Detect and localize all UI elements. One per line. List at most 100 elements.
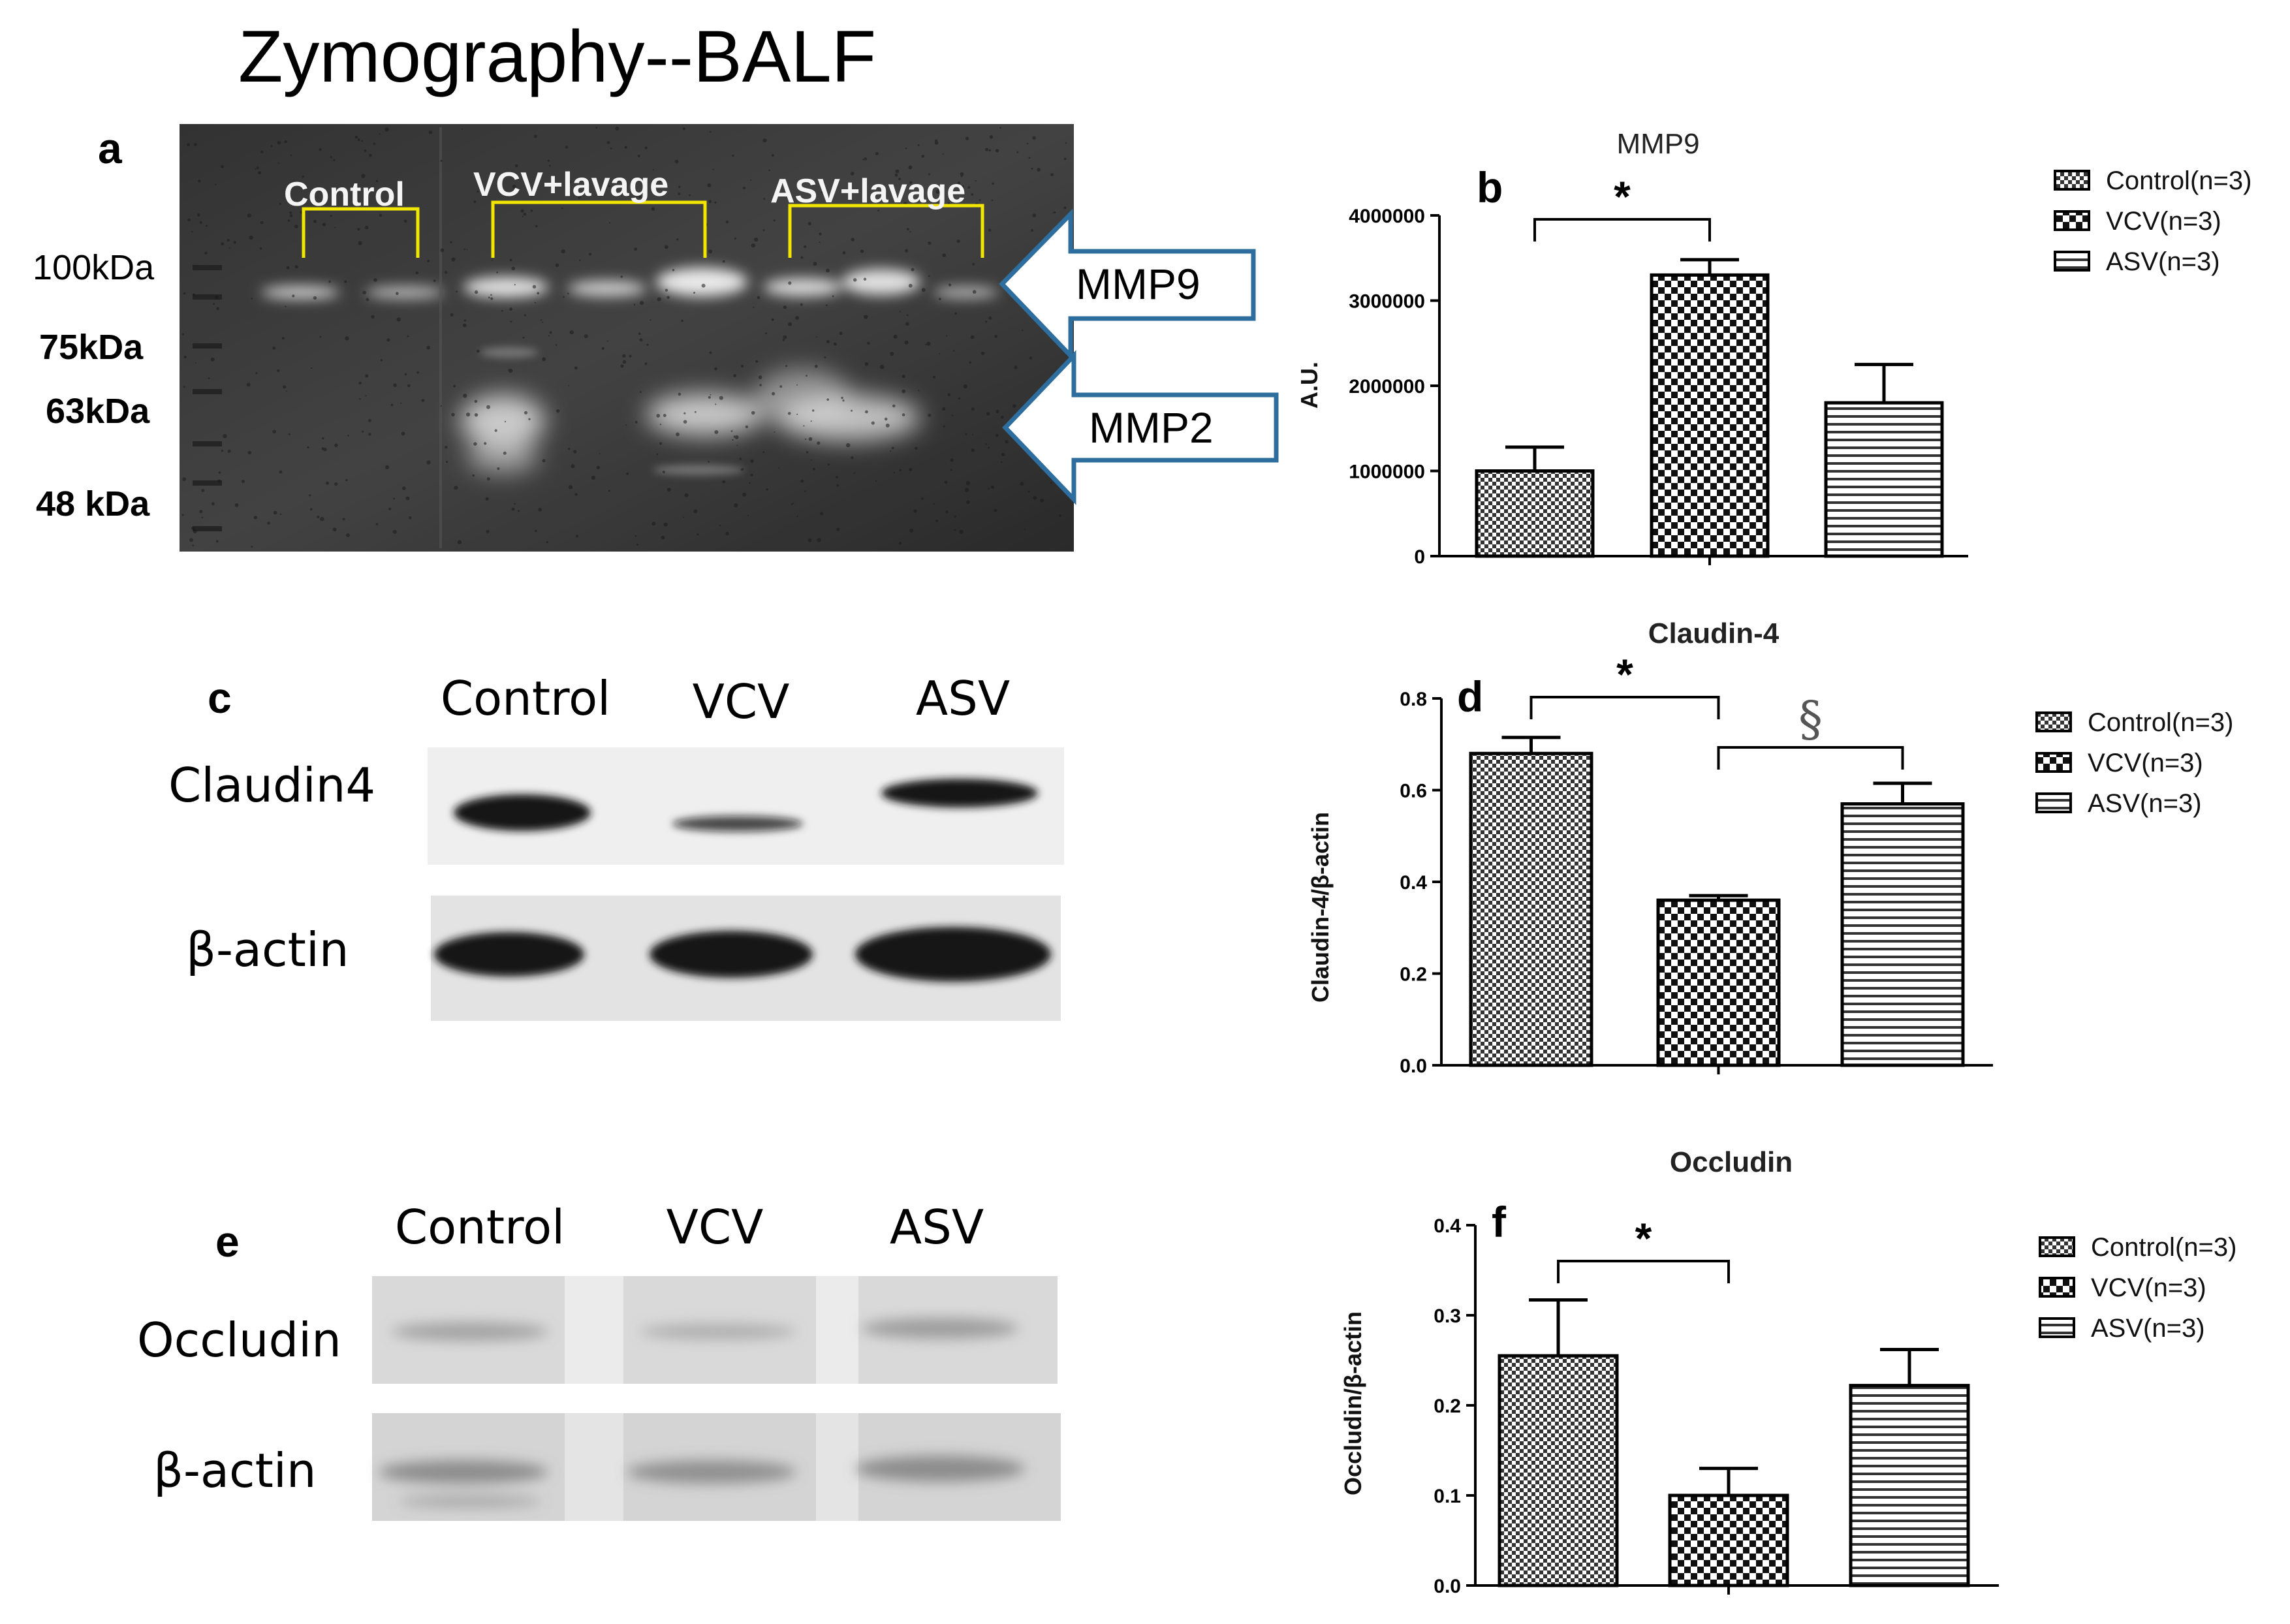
- significance-bracket: [1557, 1260, 1730, 1283]
- panel-letter-e: e: [215, 1217, 240, 1266]
- blot-c-columns: Control VCV ASV: [441, 671, 1010, 729]
- lane-labels: Control VCV+lavage ASV+lavage: [284, 166, 965, 213]
- significance-symbol: §: [1798, 691, 1823, 747]
- bar-3: [1840, 802, 1965, 1067]
- chart-occludin: Occludin Occludin/β-actin 0.0 0.1 0.2 0.3 0.4 *…: [1340, 1146, 2236, 1597]
- legend-swatch-2: [2054, 210, 2090, 231]
- panel-letter-d: d: [1457, 672, 1483, 721]
- marker-63kda: 63kDa: [46, 392, 150, 431]
- y-tick-label: 4000000: [1349, 206, 1425, 227]
- blot-e-col-vcv: VCV: [667, 1200, 764, 1255]
- y-tick-label: 0.8: [1400, 689, 1427, 710]
- legend-label-3: ASV(n=3): [2106, 247, 2220, 276]
- chart-title: Claudin-4: [1648, 617, 1780, 649]
- panel-e: e Control VCV ASV Occludin β-actin: [137, 1200, 1061, 1521]
- blot-c-membrane-actin: [431, 896, 1061, 1021]
- blot-c-col-vcv: VCV: [693, 674, 790, 729]
- bracket-vcv: [491, 200, 707, 258]
- significance-symbol: *: [1635, 1214, 1652, 1262]
- y-tick-label: 0.0: [1434, 1576, 1461, 1597]
- mw-markers: 100kDa 75kDa 63kDa 48 kDa: [33, 248, 155, 523]
- panel-letter-a: a: [98, 124, 123, 172]
- arrow-mmp2: MMP2: [1002, 350, 1279, 505]
- y-axis-label: A.U.: [1296, 362, 1323, 409]
- panel-letter-c: c: [208, 674, 232, 722]
- bracket-asv: [788, 204, 984, 258]
- legend-swatch-3: [2035, 792, 2072, 813]
- blot-c-row-actin: β-actin: [186, 922, 349, 977]
- zymography-title: Zymography--BALF: [238, 16, 876, 97]
- arrow-label-mmp9: MMP9: [1076, 260, 1200, 308]
- y-tick-label: 3000000: [1349, 291, 1425, 313]
- lane-label-control: Control: [284, 176, 405, 213]
- arrow-label-mmp2: MMP2: [1089, 403, 1214, 452]
- chart-title: Occludin: [1670, 1146, 1793, 1178]
- panel-letter-f: f: [1492, 1198, 1507, 1246]
- blot-e-columns: Control VCV ASV: [395, 1200, 984, 1255]
- bar-1: [1498, 1354, 1619, 1587]
- legend-swatch-1: [2054, 170, 2090, 191]
- legend-label-2: VCV(n=3): [2088, 749, 2203, 777]
- significance-bracket: [1529, 696, 1720, 719]
- legend-swatch-2: [2039, 1277, 2075, 1298]
- y-tick-label: 0.1: [1434, 1486, 1461, 1507]
- y-tick-label: 0.3: [1434, 1305, 1461, 1327]
- legend-label-1: Control(n=3): [2088, 708, 2233, 737]
- legend-swatch-3: [2054, 251, 2090, 272]
- legend-label-3: ASV(n=3): [2091, 1314, 2205, 1343]
- chart-claudin4: Claudin-4 Claudin-4/β-actin 0.0 0.2 0.4 0.6 0.…: [1307, 617, 2233, 1077]
- blot-e-row-occludin: Occludin: [137, 1313, 341, 1367]
- legend-swatch-1: [2039, 1236, 2075, 1257]
- significance-bracket: [1533, 218, 1711, 242]
- chart-title: MMP9: [1616, 128, 1699, 160]
- y-tick-label: 0.0: [1400, 1055, 1427, 1077]
- legend-label-2: VCV(n=3): [2091, 1273, 2206, 1302]
- y-tick-label: 0.6: [1400, 781, 1427, 802]
- blot-e-rows: Occludin β-actin: [137, 1313, 341, 1498]
- bar-1: [1475, 469, 1595, 558]
- lane-label-vcv: VCV+lavage: [473, 166, 668, 204]
- y-tick-label: 1000000: [1349, 461, 1425, 483]
- legend-swatch-1: [2035, 711, 2072, 732]
- significance-symbol: *: [1616, 650, 1633, 698]
- blot-e-col-control: Control: [395, 1200, 565, 1255]
- lane-label-asv: ASV+lavage: [770, 172, 965, 210]
- bar-1: [1469, 751, 1593, 1067]
- blot-c-membrane-claudin4: [428, 747, 1064, 865]
- y-tick-label: 2000000: [1349, 376, 1425, 398]
- panel-letter-b: b: [1477, 163, 1503, 211]
- bar-3: [1824, 401, 1944, 558]
- blot-c-rows: Claudin4 β-actin: [168, 758, 375, 977]
- legend-label-1: Control(n=3): [2106, 166, 2251, 195]
- panel-c: c Control VCV ASV Claudin4 β-actin: [168, 671, 1064, 1021]
- marker-100kda: 100kDa: [33, 248, 155, 287]
- marker-75kda: 75kDa: [39, 328, 144, 367]
- legend-swatch-2: [2035, 752, 2072, 773]
- chart-mmp9: MMP9 A.U. 0 1000000 2000000 3000000 4000000 * Co…: [1296, 128, 2251, 568]
- panel-a: Zymography--BALF a: [33, 16, 1279, 552]
- blot-e-col-asv: ASV: [890, 1200, 984, 1255]
- significance-symbol: *: [1614, 172, 1631, 221]
- blot-c-row-claudin4: Claudin4: [168, 758, 375, 813]
- bar-3: [1849, 1384, 1970, 1587]
- y-axis-label: Claudin-4/β-actin: [1307, 812, 1334, 1003]
- y-tick-label: 0: [1414, 546, 1425, 568]
- y-tick-label: 0.4: [1400, 872, 1427, 894]
- marker-48kda: 48 kDa: [36, 484, 150, 523]
- arrow-mmp9: MMP9: [999, 208, 1256, 362]
- bar-2: [1656, 898, 1781, 1067]
- y-tick-label: 0.2: [1434, 1396, 1461, 1417]
- blot-c-col-asv: ASV: [916, 671, 1010, 726]
- y-tick-label: 0.4: [1434, 1215, 1461, 1237]
- bar-2: [1650, 273, 1770, 558]
- blot-e-membrane-actin: [372, 1413, 1061, 1521]
- legend-swatch-3: [2039, 1317, 2075, 1338]
- y-tick-label: 0.2: [1400, 964, 1427, 986]
- legend-label-2: VCV(n=3): [2106, 207, 2221, 236]
- zymography-gel: [180, 124, 1074, 552]
- y-axis-label: Occludin/β-actin: [1340, 1311, 1366, 1495]
- legend-label-1: Control(n=3): [2091, 1233, 2236, 1262]
- significance-bracket: [1717, 746, 1904, 770]
